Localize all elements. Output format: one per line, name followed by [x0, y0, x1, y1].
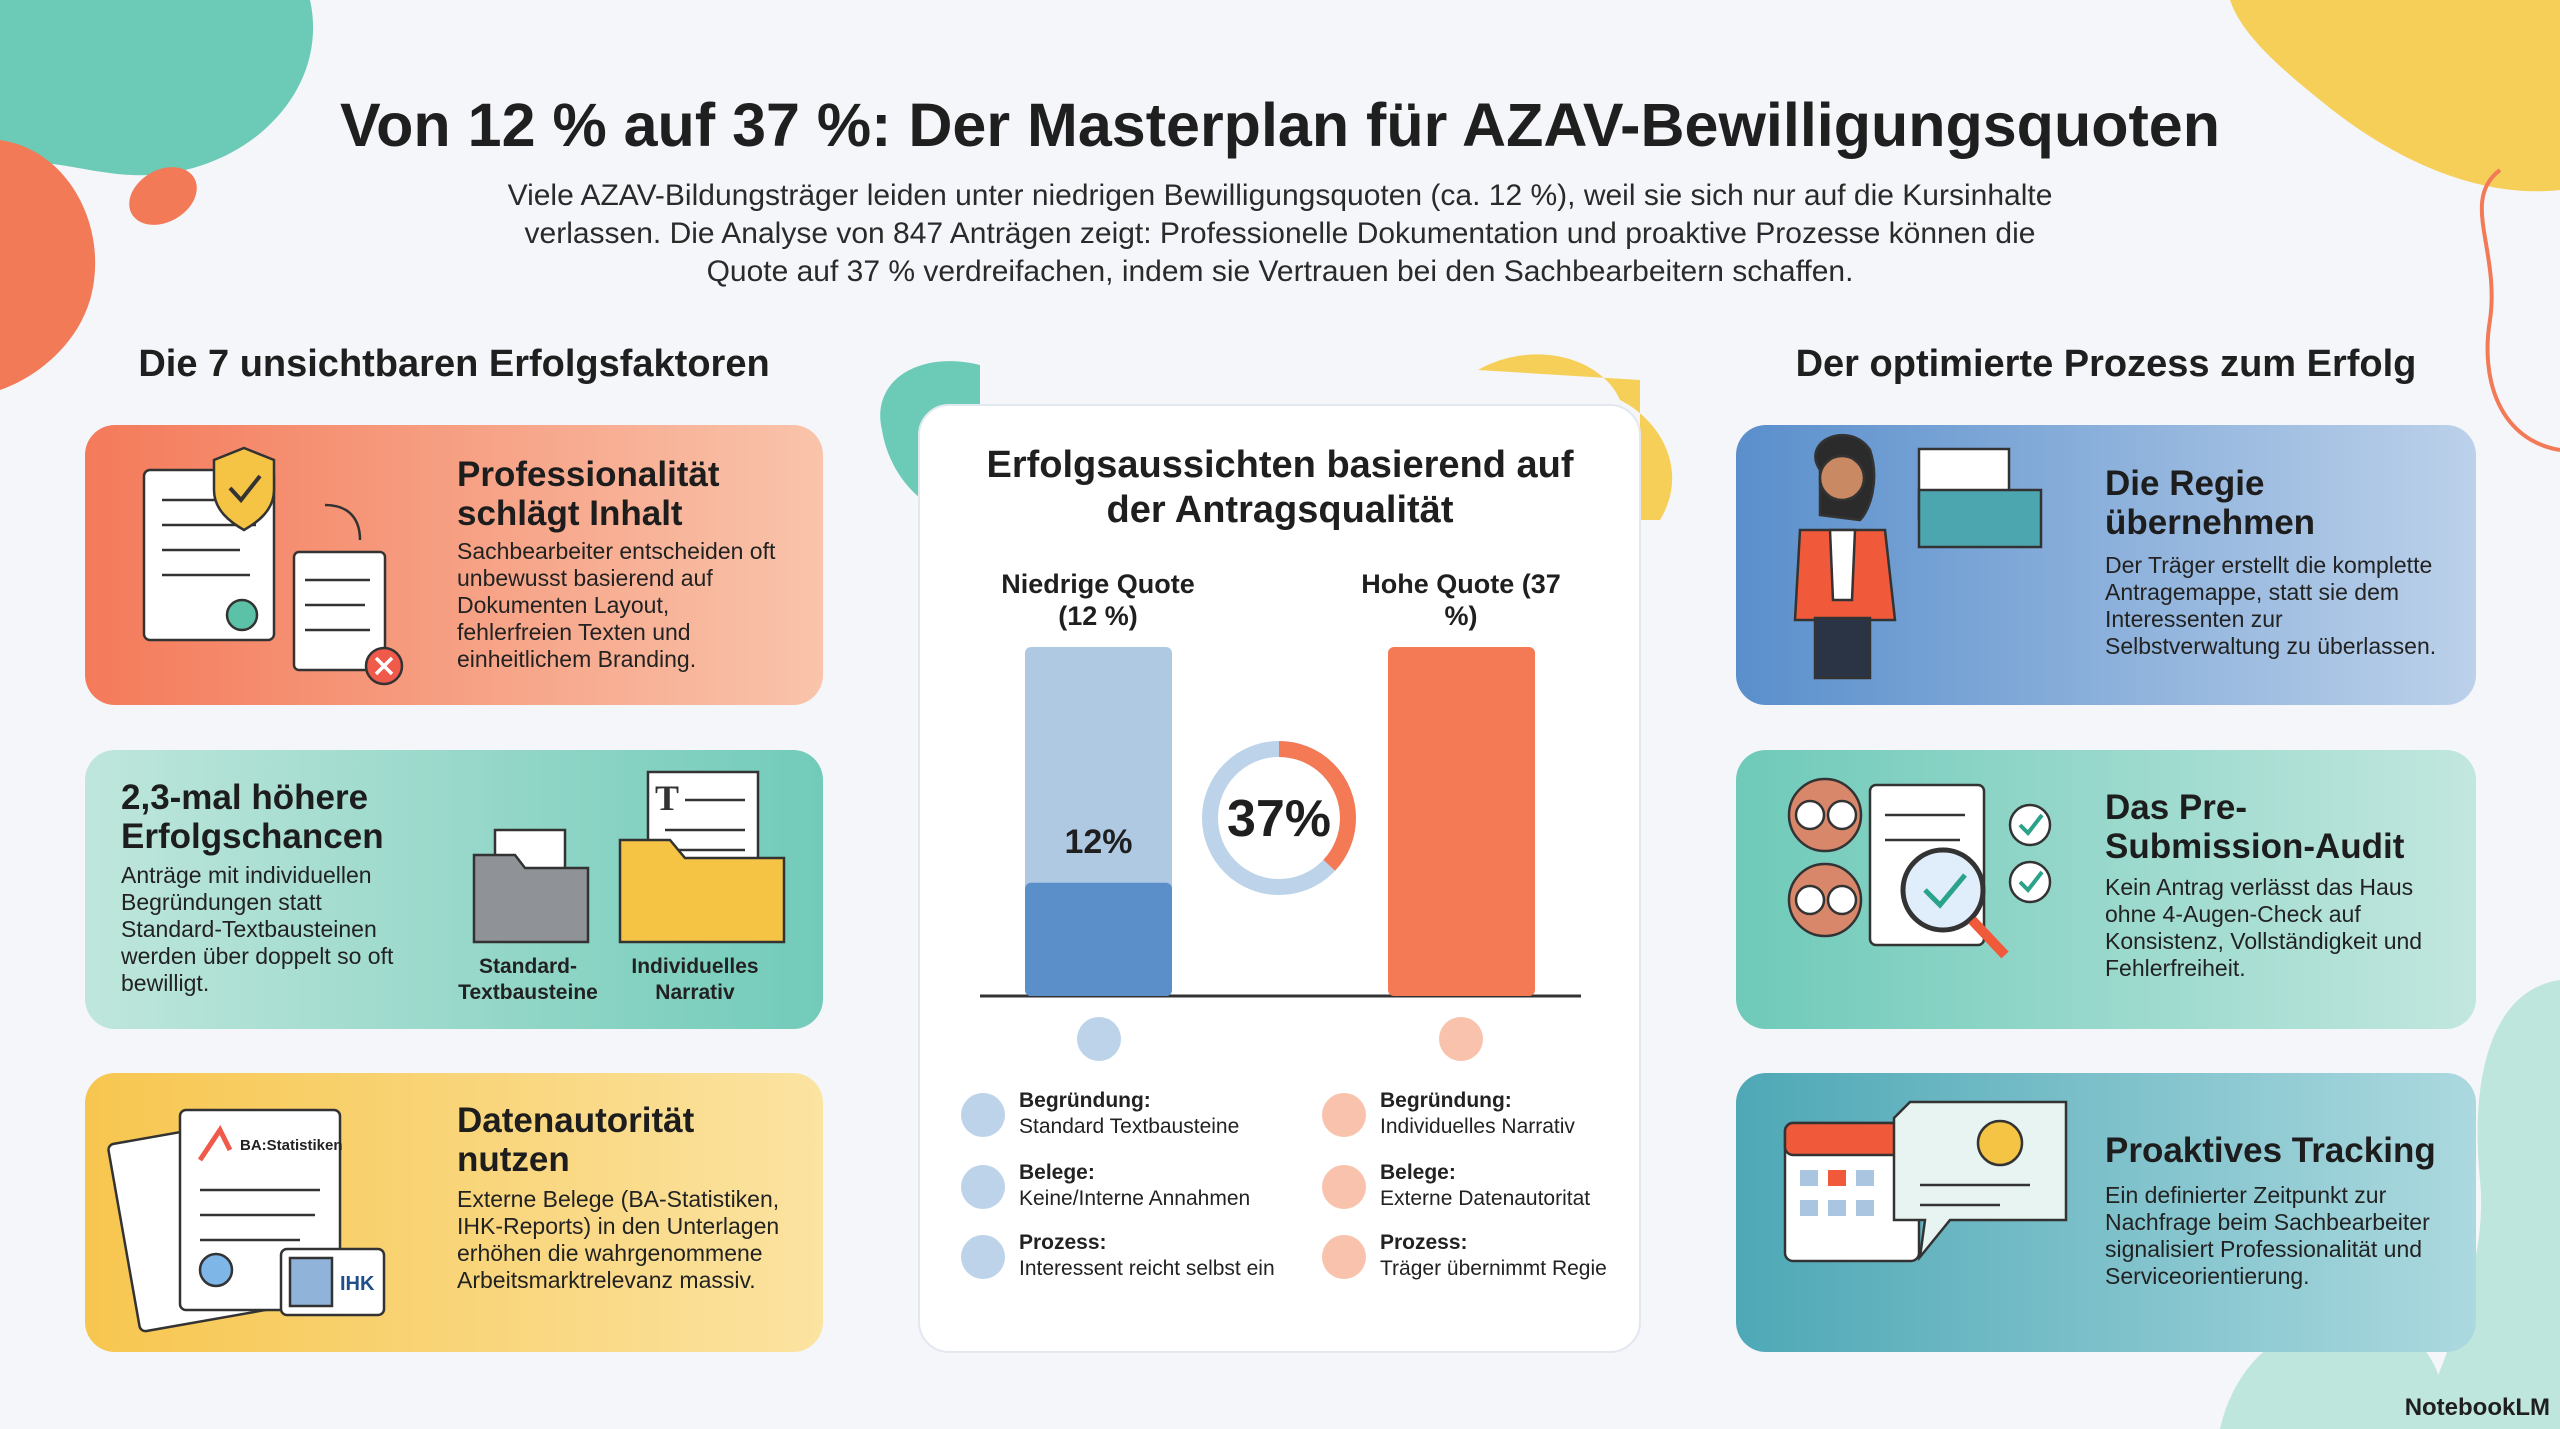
blob — [2479, 168, 2560, 452]
legend-text: Keine/Interne Annahmen — [1019, 1187, 1251, 1210]
bar — [1025, 882, 1172, 996]
legend-label: Belege: — [1019, 1161, 1095, 1184]
title: Von 12 % auf 37 %: Der Masterplan für AZ… — [340, 91, 2220, 159]
card-title: Proaktives Tracking — [2105, 1131, 2436, 1170]
card-title: Professionalität schlägt Inhalt — [457, 455, 720, 533]
icon-label: Standard-Textbausteine — [458, 955, 598, 1004]
calendar-icon — [1783, 1100, 2068, 1263]
legend-text: Individuelles Narrativ — [1380, 1115, 1575, 1138]
legend-label: Begründung: — [1380, 1089, 1512, 1112]
card-text: Kein Antrag verlässt das Haus ohne 4-Aug… — [2105, 874, 2423, 981]
card-text: Anträge mit individuellen Begründungen s… — [121, 862, 394, 996]
card-text: Der Träger erstellt die komplette Antrag… — [2105, 552, 2437, 659]
card — [85, 750, 823, 1029]
section-heading: Der optimierte Prozess zum Erfolg — [1795, 343, 2417, 385]
legend-row: Begründung: Individuelles Narrativ — [1380, 1088, 1575, 1140]
blob — [0, 0, 314, 176]
card-title: 2,3-mal höhere Erfolgschancen — [121, 778, 384, 856]
person-icon — [1793, 433, 2043, 680]
legend-label: Begründung: — [1019, 1089, 1151, 1112]
category-label: Hohe Quote (37 %) — [1361, 569, 1561, 631]
document-icon — [142, 446, 404, 686]
category-label: Niedrige Quote (12 %) — [1001, 569, 1195, 631]
blob — [2230, 0, 2560, 192]
legend-icon — [961, 1093, 1005, 1137]
blob — [129, 167, 197, 225]
blob — [0, 140, 96, 390]
card-text: Externe Belege (BA-Statistiken, IHK-Repo… — [457, 1186, 780, 1293]
legend-icon — [1077, 1017, 1121, 1061]
folder-icon: T — [472, 770, 786, 944]
legend-icon — [961, 1235, 1005, 1279]
legend-row: Prozess: Träger übernimmt Regie — [1380, 1230, 1607, 1282]
legend-icon — [1322, 1165, 1366, 1209]
svg-text:T: T — [655, 778, 679, 818]
legend-icon — [1322, 1093, 1366, 1137]
donut-label: 37% — [1227, 790, 1331, 848]
legend-text: Externe Datenautoritat — [1380, 1187, 1591, 1210]
legend-label: Belege: — [1380, 1161, 1456, 1184]
blob — [1478, 354, 1673, 520]
legend-text: Interessent reicht selbst ein — [1019, 1257, 1275, 1280]
blob — [2420, 980, 2560, 1429]
bar — [1388, 647, 1535, 996]
icon-label: IHK — [340, 1273, 375, 1295]
brand: NotebookLM — [2404, 1394, 2550, 1421]
legend-text: Standard Textbausteine — [1019, 1115, 1240, 1138]
audit-icon — [1787, 777, 2052, 959]
legend-label: Prozess: — [1019, 1231, 1107, 1254]
card-title: Das Pre-Submission-Audit — [2105, 788, 2405, 866]
legend-row: Belege: Keine/Interne Annahmen — [1019, 1160, 1250, 1212]
card-title: Datenautorität nutzen — [457, 1101, 695, 1179]
donut-arc — [1202, 741, 1356, 895]
legend-label: Prozess: — [1380, 1231, 1468, 1254]
legend-text: Träger übernimmt Regie — [1380, 1257, 1607, 1280]
statistics-document-icon: BA:Statistiken IHK — [107, 1108, 386, 1333]
legend-icon — [1439, 1017, 1483, 1061]
icon-label: BA:Statistiken — [240, 1137, 343, 1154]
value-label: 12% — [1064, 823, 1132, 861]
chart-panel — [918, 404, 1641, 1353]
legend-icon — [1322, 1235, 1366, 1279]
legend-row: Belege: Externe Datenautoritat — [1380, 1160, 1590, 1212]
card-title: Die Regie übernehmen — [2105, 464, 2316, 542]
card-text: Sachbearbeiter entscheiden oft unbewusst… — [457, 538, 776, 672]
legend-row: Begründung: Standard Textbausteine — [1019, 1088, 1239, 1140]
icon-label: Individuelles Narrativ — [631, 955, 759, 1004]
intro: Viele AZAV-Bildungsträger leiden unter n… — [507, 179, 2053, 288]
chart-title: Erfolgsaussichten basierend auf der Antr… — [986, 444, 1574, 531]
legend-icon — [961, 1165, 1005, 1209]
section-heading: Die 7 unsichtbaren Erfolgsfaktoren — [138, 343, 770, 385]
legend-row: Prozess: Interessent reicht selbst ein — [1019, 1230, 1275, 1282]
card-text: Ein definierter Zeitpunkt zur Nachfrage … — [2105, 1182, 2430, 1289]
